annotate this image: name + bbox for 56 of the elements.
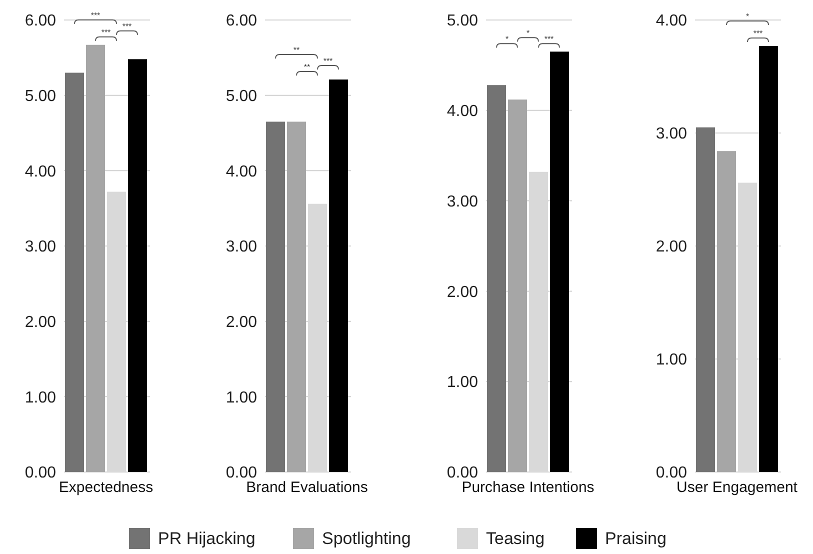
x-tick-label: User Engagement xyxy=(676,479,798,496)
annotation: ** xyxy=(293,46,300,55)
y-tick-label: 4.00 xyxy=(226,163,258,180)
legend-label: Teasing xyxy=(486,528,545,548)
x-tick-label: Expectedness xyxy=(58,479,154,496)
annotation: *** xyxy=(544,34,554,44)
annotation: * xyxy=(505,34,509,44)
y-tick-label: 4.00 xyxy=(446,103,478,120)
annotation: ** xyxy=(304,62,310,72)
bar xyxy=(759,46,778,472)
y-tick-label: 1.00 xyxy=(446,374,478,392)
x-tick-label: Purchase Intentions xyxy=(462,479,594,496)
y-tick-label: 5.00 xyxy=(24,88,56,105)
y-tick-label: 1.00 xyxy=(656,352,688,369)
y-tick-label: 6.00 xyxy=(24,12,56,30)
y-tick-label: 0.00 xyxy=(446,464,478,482)
y-tick-label: 5.00 xyxy=(226,88,258,105)
x-tick-label: Brand Evaluations xyxy=(246,479,368,496)
annotation: *** xyxy=(753,28,763,38)
y-tick-label: 1.00 xyxy=(226,389,258,406)
y-tick-label: 2.00 xyxy=(24,314,56,331)
y-tick-label: 1.00 xyxy=(24,389,56,406)
bar xyxy=(508,100,527,472)
y-tick-label: 5.00 xyxy=(446,12,478,30)
annotation: *** xyxy=(122,22,132,31)
y-tick-label: 6.00 xyxy=(226,12,258,30)
y-tick-label: 2.00 xyxy=(656,238,688,256)
bar xyxy=(487,85,506,472)
annotation: * xyxy=(526,28,530,38)
y-tick-label: 4.00 xyxy=(24,163,56,180)
y-tick-label: 3.00 xyxy=(446,193,478,210)
y-tick-label: 0.00 xyxy=(656,464,688,482)
y-tick-label: 0.00 xyxy=(24,464,56,482)
y-tick-label: 0.00 xyxy=(226,464,258,482)
legend-label: Spotlighting xyxy=(322,528,411,548)
y-tick-label: 2.00 xyxy=(446,284,478,301)
y-tick-label: 3.00 xyxy=(24,238,56,256)
bar xyxy=(128,59,147,472)
annotation: *** xyxy=(323,56,333,66)
legend-label: PR Hijacking xyxy=(158,528,256,548)
annotation: * xyxy=(746,12,750,21)
legend-label: Praising xyxy=(605,528,666,548)
y-tick-label: 4.00 xyxy=(656,12,688,30)
y-tick-label: 3.00 xyxy=(226,238,258,256)
bar xyxy=(717,151,736,472)
bar xyxy=(86,44,105,472)
bar xyxy=(550,52,569,472)
bar xyxy=(696,127,715,472)
bar xyxy=(65,72,84,472)
y-tick-label: 3.00 xyxy=(656,126,688,143)
bar xyxy=(329,80,348,472)
y-tick-label: 2.00 xyxy=(226,314,258,331)
bar xyxy=(287,122,306,472)
bar xyxy=(266,122,285,472)
annotation: *** xyxy=(101,28,111,37)
text: *** xyxy=(90,10,100,20)
